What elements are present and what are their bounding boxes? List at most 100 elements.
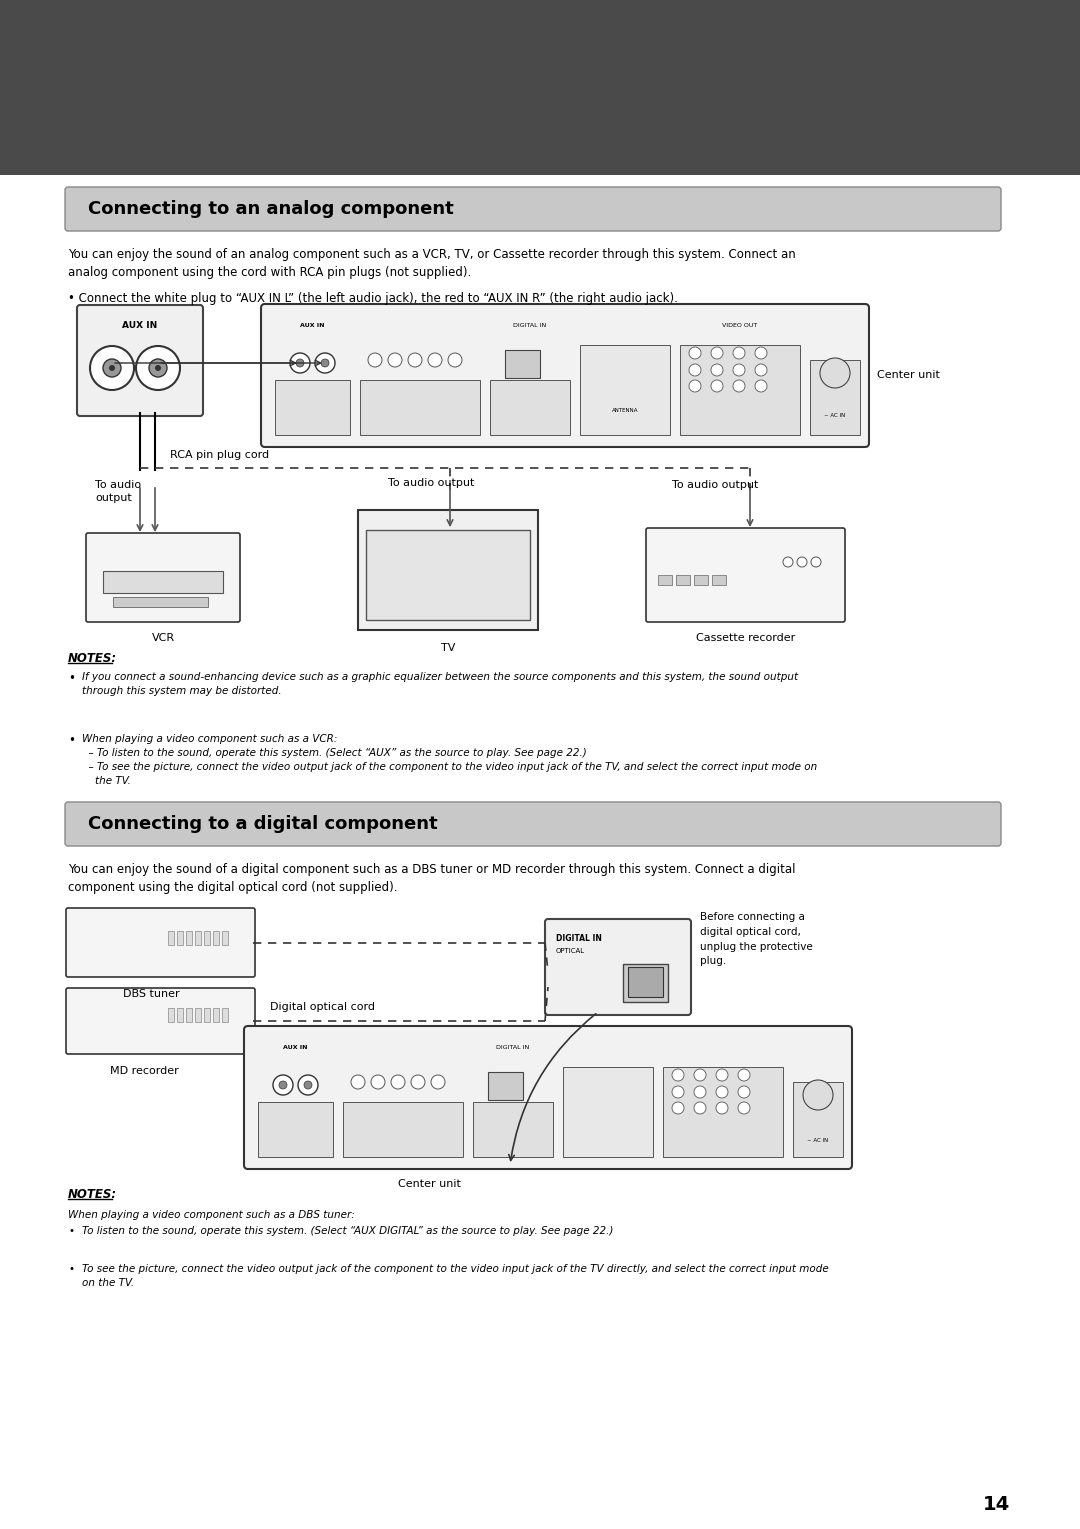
FancyBboxPatch shape [77,304,203,416]
Bar [712,575,726,586]
Text: To audio output: To audio output [388,479,474,488]
FancyBboxPatch shape [65,187,1001,231]
Text: Center unit: Center unit [877,370,940,381]
Text: NOTES:: NOTES: [68,651,117,665]
Text: 14: 14 [983,1495,1010,1514]
Text: DIGITAL IN: DIGITAL IN [513,323,546,329]
Circle shape [738,1069,750,1081]
Circle shape [716,1086,728,1098]
Bar [623,963,669,1001]
Bar [177,1008,183,1021]
Circle shape [694,1069,706,1081]
Circle shape [351,1075,365,1089]
Circle shape [689,347,701,359]
Bar [627,966,663,997]
Circle shape [431,1075,445,1089]
Text: RCA pin plug cord: RCA pin plug cord [170,450,269,460]
FancyBboxPatch shape [261,304,869,446]
Text: When playing a video component such as a VCR:
  – To listen to the sound, operat: When playing a video component such as a… [82,734,818,786]
Text: NOTES:: NOTES: [68,1188,117,1200]
FancyBboxPatch shape [244,1026,852,1170]
Text: • Connect the white plug to “AUX IN L” (the left audio jack), the red to “AUX IN: • Connect the white plug to “AUX IN L” (… [68,292,678,304]
Bar [204,1008,210,1021]
Text: DIGITAL IN: DIGITAL IN [497,1044,529,1050]
Bar [343,1102,463,1157]
Bar [563,1067,653,1157]
Text: •: • [68,1264,75,1274]
Circle shape [689,364,701,376]
Bar [213,931,219,945]
Bar [676,575,690,586]
Circle shape [103,359,121,378]
Circle shape [372,1075,384,1089]
Bar [357,511,538,630]
Text: If you connect a sound-enhancing device such as a graphic equalizer between the : If you connect a sound-enhancing device … [82,673,798,696]
Circle shape [755,381,767,391]
FancyBboxPatch shape [66,988,255,1053]
Text: To see the picture, connect the video output jack of the component to the video : To see the picture, connect the video ou… [82,1264,828,1287]
Bar [186,1008,192,1021]
Circle shape [136,346,180,390]
Text: You can enjoy the sound of an analog component such as a VCR, TV, or Cassette re: You can enjoy the sound of an analog com… [68,248,796,278]
Circle shape [279,1081,287,1089]
Text: ~ AC IN: ~ AC IN [824,413,846,417]
Text: ANTENNA: ANTENNA [611,408,638,413]
Circle shape [733,381,745,391]
Circle shape [672,1102,684,1115]
Text: Before connecting a
digital optical cord,
unplug the protective
plug.: Before connecting a digital optical cord… [700,911,813,966]
Circle shape [149,359,167,378]
Text: VCR: VCR [151,633,175,644]
Bar [195,931,201,945]
Circle shape [303,1081,312,1089]
Circle shape [90,346,134,390]
Circle shape [411,1075,426,1089]
Circle shape [291,353,310,373]
Bar [680,346,800,434]
Bar [213,1008,219,1021]
Circle shape [716,1102,728,1115]
Bar [222,931,228,945]
Circle shape [820,358,850,388]
Text: OPTICAL: OPTICAL [556,948,585,954]
Bar [505,350,540,378]
Bar [580,346,670,434]
Bar [222,1008,228,1021]
Circle shape [296,359,303,367]
Text: When playing a video component such as a DBS tuner:: When playing a video component such as a… [68,1209,354,1220]
Circle shape [428,353,442,367]
Circle shape [755,364,767,376]
Text: MD recorder: MD recorder [110,1066,179,1076]
Circle shape [711,364,723,376]
Text: Cassette recorder: Cassette recorder [696,633,795,644]
Circle shape [109,365,114,372]
Circle shape [368,353,382,367]
Circle shape [797,557,807,567]
Bar [177,931,183,945]
Bar [258,1102,333,1157]
Text: VIDEO OUT: VIDEO OUT [723,323,758,329]
Bar [360,381,480,434]
Circle shape [716,1069,728,1081]
Bar [490,381,570,434]
Bar [195,1008,201,1021]
Circle shape [804,1079,833,1110]
Text: To audio output: To audio output [672,480,758,489]
FancyBboxPatch shape [65,803,1001,846]
Text: AUX IN: AUX IN [122,321,158,330]
Circle shape [391,1075,405,1089]
Bar [488,1072,523,1099]
Bar [103,570,222,593]
Circle shape [755,347,767,359]
Bar [204,931,210,945]
Text: AUX IN: AUX IN [283,1044,307,1050]
Bar [0,0,1080,174]
Circle shape [694,1102,706,1115]
Circle shape [156,365,161,372]
Text: •: • [68,673,75,685]
Circle shape [448,353,462,367]
Circle shape [711,381,723,391]
Bar [658,575,672,586]
Text: •: • [68,1226,75,1235]
Text: ~ AC IN: ~ AC IN [808,1138,828,1144]
Text: DBS tuner: DBS tuner [123,989,179,998]
